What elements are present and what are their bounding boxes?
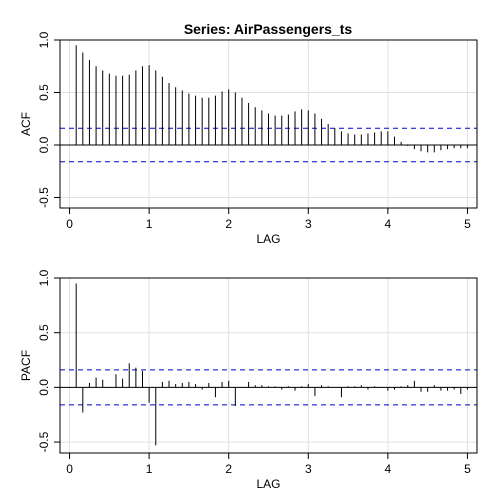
- chart-title: Series: AirPassengers_ts: [184, 21, 353, 37]
- y-tick-label: -0.5: [37, 187, 51, 208]
- x-axis-label: LAG: [256, 232, 280, 246]
- x-tick-label: 3: [305, 217, 312, 231]
- x-tick-label: 0: [66, 217, 73, 231]
- acf-panel: 0 1 2 3 4 5 -0.5 0.0 0.5 1.0 LAG ACF: [19, 31, 478, 246]
- y-axis-label: ACF: [19, 112, 33, 136]
- x-tick-label: 5: [464, 217, 471, 231]
- x-tick-label: 1: [146, 462, 153, 476]
- y-axis-label: PACF: [19, 350, 33, 381]
- x-tick-label: 4: [385, 462, 392, 476]
- plot-frame: [59, 277, 478, 454]
- x-tick-label: 3: [305, 462, 312, 476]
- plot-frame: [59, 39, 478, 209]
- y-tick-label: 0.5: [37, 84, 51, 101]
- y-tick-label: -0.5: [37, 431, 51, 452]
- x-tick-label: 5: [464, 462, 471, 476]
- y-tick-label: 0.0: [37, 136, 51, 153]
- pacf-panel: 0 1 2 3 4 5 -0.5 0.0 0.5 1.0 LAG PACF: [19, 269, 478, 491]
- x-tick-label: 1: [146, 217, 153, 231]
- x-axis-label: LAG: [256, 477, 280, 491]
- y-tick-label: 1.0: [37, 31, 51, 48]
- y-tick-label: 1.0: [37, 269, 51, 286]
- x-tick-label: 4: [385, 217, 392, 231]
- y-tick-label: 0.0: [37, 379, 51, 396]
- x-tick-label: 2: [225, 217, 232, 231]
- x-tick-label: 2: [225, 462, 232, 476]
- x-tick-label: 0: [66, 462, 73, 476]
- y-tick-label: 0.5: [37, 324, 51, 341]
